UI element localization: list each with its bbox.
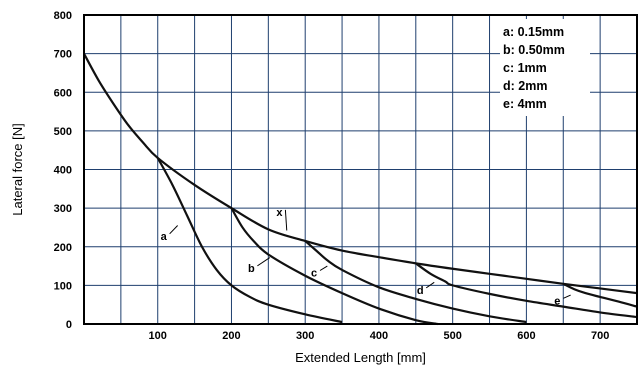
series-line-b (230, 207, 439, 326)
y-tick-label: 100 (54, 280, 72, 292)
x-tick-label: 400 (370, 330, 388, 342)
curve-label-b: b (248, 263, 255, 275)
y-axis-title: Lateral force [N] (10, 123, 25, 216)
legend-entry: d: 2mm (503, 79, 547, 93)
x-tick-label: 700 (591, 330, 609, 342)
y-tick-label: 600 (54, 87, 72, 99)
legend-entry: e: 4mm (503, 97, 547, 111)
x-tick-label: 600 (517, 330, 535, 342)
y-tick-label: 500 (54, 126, 72, 138)
y-tick-label: 700 (54, 49, 72, 61)
y-tick-label: 800 (54, 10, 72, 22)
curve-label-pointer (257, 257, 271, 267)
curve-label-a: a (161, 231, 168, 243)
x-tick-label: 500 (443, 330, 461, 342)
y-tick-label: 400 (54, 165, 72, 177)
curve-label-e: e (554, 295, 560, 307)
series-line-e (562, 282, 638, 308)
curve-label-pointer (169, 225, 179, 235)
series-line-x (83, 53, 638, 295)
series-line-d (415, 262, 638, 319)
curve-label-x: x (276, 207, 283, 219)
legend: a: 0.15mm b: 0.50mm c: 1mm d: 2mm e: 4mm (500, 19, 590, 116)
series-line-c (304, 240, 527, 324)
y-tick-label: 0 (66, 319, 72, 331)
tick-labels: 100 200 300 400 500 600 700 0 100 200 300 400 500 600… (54, 10, 610, 342)
curve-label-pointer (319, 265, 328, 271)
x-axis-title: Extended Length [mm] (295, 350, 426, 365)
y-tick-label: 200 (54, 242, 72, 254)
curve-label-c: c (311, 267, 317, 279)
x-tick-label: 100 (149, 330, 167, 342)
curve-label-pointer (563, 294, 571, 299)
plot-frame (83, 14, 638, 325)
x-tick-label: 300 (296, 330, 314, 342)
curve-label-pointer (425, 281, 435, 289)
legend-entry: c: 1mm (503, 61, 547, 75)
x-tick-label: 200 (222, 330, 240, 342)
curve-labels: x a b c d e (161, 207, 571, 307)
series-layer (83, 53, 638, 326)
series-line-a (156, 157, 343, 324)
y-tick-label: 300 (54, 203, 72, 215)
legend-box (500, 19, 590, 116)
curve-label-pointer (284, 209, 288, 231)
curve-label-d: d (417, 285, 424, 297)
legend-entry: b: 0.50mm (503, 43, 565, 57)
legend-entry: a: 0.15mm (503, 25, 564, 39)
